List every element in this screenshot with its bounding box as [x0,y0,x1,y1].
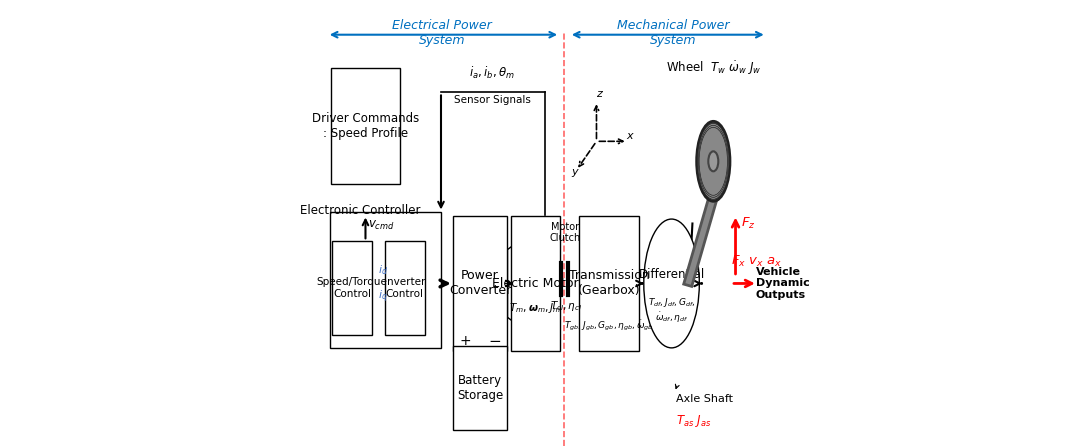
Ellipse shape [698,125,729,197]
Text: Mechanical Power
System: Mechanical Power System [617,19,730,47]
Text: $v_{cmd}$: $v_{cmd}$ [368,219,394,232]
Text: Differential: Differential [638,268,705,281]
Text: $i_a, i_b, \theta_m$: $i_a, i_b, \theta_m$ [469,65,515,81]
FancyBboxPatch shape [330,212,441,348]
Text: $T_{as}\ J_{as}$: $T_{as}\ J_{as}$ [675,413,711,429]
Text: $T_m, \boldsymbol{\omega}_m, J_m$: $T_m, \boldsymbol{\omega}_m, J_m$ [510,301,562,315]
Text: $i_d$: $i_d$ [378,263,389,277]
Text: Wheel  $T_w\ \dot{\omega}_w\ J_w$: Wheel $T_w\ \dot{\omega}_w\ J_w$ [665,59,761,77]
FancyBboxPatch shape [332,241,372,334]
Text: $T_{gb}, J_{gb}, G_{gb}, \eta_{gb}, \dot{\omega}_{gb}$: $T_{gb}, J_{gb}, G_{gb}, \eta_{gb}, \dot… [564,319,653,333]
Text: $F_z$: $F_z$ [742,216,756,231]
Text: $T_{cl}, \eta_{cl}$: $T_{cl}, \eta_{cl}$ [550,299,583,313]
Text: Battery
Storage: Battery Storage [457,374,503,402]
Text: x: x [626,131,633,141]
Ellipse shape [697,123,730,199]
Text: y: y [571,167,577,177]
Text: Speed/Torque
Control: Speed/Torque Control [317,277,388,299]
Text: Electronic Controller: Electronic Controller [299,204,420,217]
Text: Driver Commands
: Speed Profile: Driver Commands : Speed Profile [311,112,419,140]
Text: z: z [596,89,601,99]
Text: Inverter
Control: Inverter Control [384,277,426,299]
Ellipse shape [708,152,719,171]
Text: −: − [488,334,501,349]
Text: Motor
Clutch: Motor Clutch [549,222,580,243]
Text: Electrical Power
System: Electrical Power System [392,19,492,47]
Text: $i_q$: $i_q$ [378,289,388,305]
Text: $F_x\ v_x\ a_x$: $F_x\ v_x\ a_x$ [731,254,783,269]
Text: Electric Motor: Electric Motor [492,277,579,290]
Text: +: + [460,334,472,348]
Ellipse shape [644,219,699,348]
Text: Transmission
(Gearbox): Transmission (Gearbox) [568,270,649,297]
Ellipse shape [697,121,730,201]
Text: $T_{df}, J_{df}, G_{df},$
$\dot{\omega}_{df}, \eta_{df}$: $T_{df}, J_{df}, G_{df},$ $\dot{\omega}_… [648,295,696,325]
Text: Axle Shaft: Axle Shaft [675,394,733,404]
Text: Power
Converter: Power Converter [449,270,511,297]
FancyBboxPatch shape [511,216,560,351]
FancyBboxPatch shape [579,216,639,351]
Text: Sensor Signals: Sensor Signals [454,95,531,105]
FancyBboxPatch shape [453,346,506,430]
Ellipse shape [699,127,727,195]
FancyBboxPatch shape [331,68,400,184]
FancyBboxPatch shape [384,241,425,334]
Text: Vehicle
Dynamic
Outputs: Vehicle Dynamic Outputs [756,267,809,300]
FancyBboxPatch shape [453,216,506,351]
